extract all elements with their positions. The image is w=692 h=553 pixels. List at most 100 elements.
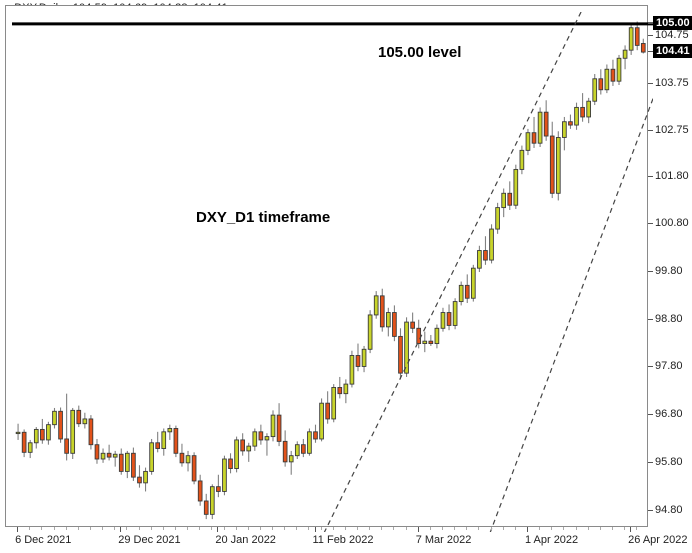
date-label: 7 Mar 2022 xyxy=(415,534,472,546)
candle xyxy=(52,407,57,429)
date-tick-minor xyxy=(369,527,371,530)
date-tick-minor xyxy=(138,527,140,530)
date-tick-minor xyxy=(357,527,358,530)
date-axis[interactable]: 6 Dec 2021 29 Dec 2021 20 Jan 2022 11 Feb 2… xyxy=(5,527,687,553)
candle xyxy=(40,418,45,444)
candle xyxy=(228,453,233,474)
price-label: 103.75 xyxy=(655,76,689,89)
candle xyxy=(568,114,573,129)
price-tick xyxy=(648,82,653,84)
date-tick xyxy=(630,527,632,532)
resistance-level-label: 105.00 level xyxy=(378,44,462,61)
candle xyxy=(525,128,531,156)
price-tick xyxy=(648,509,653,511)
candle xyxy=(276,403,282,447)
date-tick xyxy=(314,527,316,532)
price-tick xyxy=(648,271,653,272)
candle xyxy=(88,415,94,450)
date-tick-minor xyxy=(587,527,589,530)
price-label: 94.80 xyxy=(655,503,683,516)
candle xyxy=(185,450,191,472)
candle xyxy=(15,423,21,440)
date-label: 26 Apr 2022 xyxy=(628,534,688,546)
candle xyxy=(628,23,634,55)
candle xyxy=(197,474,203,506)
candle xyxy=(349,350,355,388)
date-label: 6 Dec 2021 xyxy=(15,534,72,546)
candle xyxy=(598,69,604,95)
date-tick-minor xyxy=(575,527,577,530)
price-axis[interactable]: 105.00 104.75 104.41 103.75 102.75 101.80 100.… xyxy=(648,5,692,527)
price-label: 95.80 xyxy=(655,455,683,468)
date-tick-minor xyxy=(126,527,128,530)
candle xyxy=(234,436,239,473)
candle xyxy=(33,427,39,449)
price-tick xyxy=(648,34,653,36)
candle xyxy=(112,450,118,467)
candle xyxy=(634,21,640,51)
candle xyxy=(640,38,646,54)
candle xyxy=(586,97,591,124)
candle xyxy=(100,448,106,463)
candle xyxy=(543,100,549,141)
candle xyxy=(337,376,343,399)
plot-area[interactable] xyxy=(12,12,653,532)
upper-channel xyxy=(323,12,582,532)
date-tick-minor xyxy=(344,527,346,530)
candle xyxy=(495,202,500,234)
date-tick-minor xyxy=(381,527,383,530)
candle xyxy=(58,407,63,443)
date-tick-minor xyxy=(599,527,601,530)
candle xyxy=(373,291,379,319)
price-label: 97.80 xyxy=(655,360,683,373)
candle xyxy=(386,307,391,337)
date-tick-minor xyxy=(320,527,322,530)
date-tick xyxy=(17,527,19,532)
candle xyxy=(143,467,148,492)
price-tick xyxy=(648,461,653,463)
candle xyxy=(616,54,622,85)
date-tick-minor xyxy=(235,527,237,530)
candle xyxy=(94,438,100,464)
date-tick-minor xyxy=(29,527,31,530)
date-tick-minor xyxy=(611,527,613,530)
candle xyxy=(483,236,488,265)
date-tick-minor xyxy=(150,527,152,530)
date-label: 1 Apr 2022 xyxy=(524,534,579,546)
candle xyxy=(82,412,88,429)
candle xyxy=(440,307,446,332)
price-label-highlight: 105.00 xyxy=(653,15,692,30)
candle xyxy=(574,102,579,130)
price-label-highlight: 104.41 xyxy=(653,44,692,59)
candle xyxy=(240,433,245,456)
date-tick-minor xyxy=(624,527,626,530)
date-tick-minor xyxy=(211,527,213,530)
price-label: 104.75 xyxy=(655,28,689,41)
overlay-lines xyxy=(12,12,653,532)
candle xyxy=(562,116,567,151)
candle xyxy=(477,245,482,272)
candle xyxy=(410,312,415,334)
candle xyxy=(507,181,513,210)
candle xyxy=(604,64,610,94)
candle xyxy=(434,324,440,349)
candle xyxy=(270,410,276,442)
date-tick-minor xyxy=(259,527,261,530)
date-tick-minor xyxy=(41,527,43,530)
date-tick-minor xyxy=(551,527,553,530)
price-tick xyxy=(648,366,653,368)
candle xyxy=(361,345,367,373)
candle xyxy=(131,447,136,481)
date-tick xyxy=(417,527,419,532)
date-tick-minor xyxy=(89,527,91,530)
date-tick-minor xyxy=(187,527,188,530)
candlestick-series xyxy=(15,21,646,520)
candle xyxy=(367,310,373,354)
price-label: 100.80 xyxy=(655,217,689,230)
date-tick-minor xyxy=(429,527,431,530)
candle xyxy=(173,425,179,458)
candle xyxy=(106,444,112,461)
candle xyxy=(501,188,507,218)
candle xyxy=(331,384,337,423)
